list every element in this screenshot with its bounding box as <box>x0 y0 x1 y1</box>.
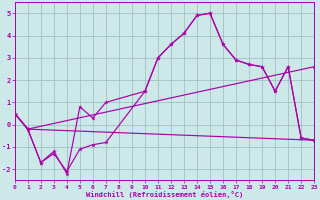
X-axis label: Windchill (Refroidissement éolien,°C): Windchill (Refroidissement éolien,°C) <box>86 191 243 198</box>
